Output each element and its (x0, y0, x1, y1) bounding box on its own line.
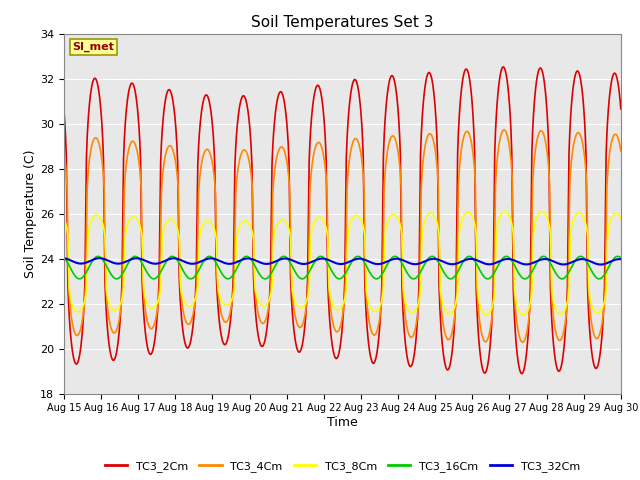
Title: Soil Temperatures Set 3: Soil Temperatures Set 3 (251, 15, 434, 30)
X-axis label: Time: Time (327, 416, 358, 429)
Legend: TC3_2Cm, TC3_4Cm, TC3_8Cm, TC3_16Cm, TC3_32Cm: TC3_2Cm, TC3_4Cm, TC3_8Cm, TC3_16Cm, TC3… (100, 457, 584, 477)
Text: SI_met: SI_met (72, 42, 114, 52)
Y-axis label: Soil Temperature (C): Soil Temperature (C) (24, 149, 37, 278)
